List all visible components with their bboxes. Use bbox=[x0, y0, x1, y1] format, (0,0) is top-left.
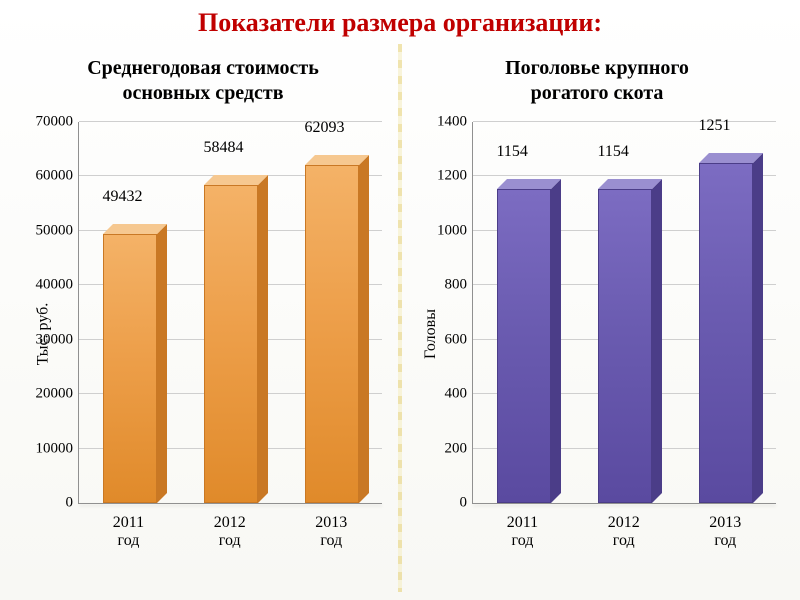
bar-side bbox=[258, 175, 268, 503]
bar-value-label: 62093 bbox=[305, 119, 345, 142]
bar-front bbox=[497, 189, 551, 503]
chart-right-xlabels: 2011год 2012год 2013год bbox=[472, 510, 776, 554]
bar-top bbox=[204, 175, 268, 185]
bar-value-label: 58484 bbox=[204, 139, 244, 162]
chart-left-plot: 0100002000030000400005000060000700004943… bbox=[78, 122, 382, 504]
bar-slot: 62093 bbox=[281, 122, 382, 503]
charts-row: Среднегодовая стоимость основных средств… bbox=[0, 44, 800, 592]
chart-left-title-l1: Среднегодовая стоимость bbox=[87, 57, 319, 79]
page-title: Показатели размера организации: bbox=[0, 0, 800, 44]
bar-value-label: 49432 bbox=[103, 188, 143, 211]
xtick-label: 2012год bbox=[608, 510, 640, 554]
bar-front bbox=[103, 234, 157, 503]
bar: 1154 bbox=[598, 189, 652, 503]
chart-right: Поголовье крупного рогатого скота Головы… bbox=[412, 44, 782, 592]
bar-slot: 1154 bbox=[574, 122, 675, 503]
xtick-label: 2013год bbox=[709, 510, 741, 554]
ytick-label: 1000 bbox=[437, 222, 473, 239]
ytick-label: 40000 bbox=[36, 277, 80, 294]
bar-side bbox=[359, 155, 369, 503]
ytick-label: 50000 bbox=[36, 222, 80, 239]
bar-value-label: 1251 bbox=[699, 117, 731, 140]
chart-left: Среднегодовая стоимость основных средств… bbox=[18, 44, 388, 592]
ytick-label: 60000 bbox=[36, 168, 80, 185]
ytick-label: 0 bbox=[66, 495, 80, 512]
bar: 49432 bbox=[103, 234, 157, 503]
chart-left-title: Среднегодовая стоимость основных средств bbox=[18, 44, 388, 114]
ytick-label: 800 bbox=[445, 277, 474, 294]
bar-top bbox=[699, 153, 763, 163]
bar-value-label: 1154 bbox=[497, 143, 528, 166]
ytick-label: 30000 bbox=[36, 331, 80, 348]
ytick-label: 400 bbox=[445, 386, 474, 403]
bar-side bbox=[551, 179, 561, 503]
ytick-label: 600 bbox=[445, 331, 474, 348]
bar: 58484 bbox=[204, 185, 258, 503]
ytick-label: 0 bbox=[460, 495, 474, 512]
bar-top bbox=[103, 224, 167, 234]
bar-front bbox=[598, 189, 652, 503]
ytick-label: 20000 bbox=[36, 386, 80, 403]
ytick-label: 1400 bbox=[437, 114, 473, 131]
chart-right-title-l1: Поголовье крупного bbox=[505, 57, 689, 79]
xtick-label: 2012год bbox=[214, 510, 246, 554]
bar-front bbox=[204, 185, 258, 503]
bar-front bbox=[305, 165, 359, 503]
bar-top bbox=[497, 179, 561, 189]
bars: 49432 58484 62093 bbox=[79, 122, 382, 503]
ytick-label: 200 bbox=[445, 440, 474, 457]
bar-side bbox=[652, 179, 662, 503]
panel-divider bbox=[398, 44, 402, 592]
chart-right-ylabel: Головы bbox=[422, 309, 440, 359]
xtick-label: 2011год bbox=[113, 510, 144, 554]
chart-left-plot-wrap: Тыс. руб. 010000200003000040000500006000… bbox=[18, 114, 388, 554]
bar-side bbox=[157, 224, 167, 503]
bar-slot: 1154 bbox=[473, 122, 574, 503]
bar: 1154 bbox=[497, 189, 551, 503]
chart-left-title-l2: основных средств bbox=[122, 82, 283, 104]
plot-area: 0200400600800100012001400115411541251 bbox=[472, 122, 776, 504]
xtick-label: 2013год bbox=[315, 510, 347, 554]
bar-slot: 58484 bbox=[180, 122, 281, 503]
chart-right-plot-wrap: Головы 020040060080010001200140011541154… bbox=[412, 114, 782, 554]
chart-right-title: Поголовье крупного рогатого скота bbox=[412, 44, 782, 114]
xtick-label: 2011год bbox=[507, 510, 538, 554]
chart-left-xlabels: 2011год 2012год 2013год bbox=[78, 510, 382, 554]
bar-slot: 49432 bbox=[79, 122, 180, 503]
ytick-label: 10000 bbox=[36, 440, 80, 457]
ytick-label: 70000 bbox=[36, 114, 80, 131]
bar: 1251 bbox=[699, 163, 753, 503]
chart-right-plot: 0200400600800100012001400115411541251 bbox=[472, 122, 776, 504]
ytick-label: 1200 bbox=[437, 168, 473, 185]
chart-right-title-l2: рогатого скота bbox=[531, 82, 664, 104]
bar-top bbox=[598, 179, 662, 189]
bar-front bbox=[699, 163, 753, 503]
bar-side bbox=[753, 153, 763, 503]
bar-top bbox=[305, 155, 369, 165]
bars: 1154 1154 1251 bbox=[473, 122, 776, 503]
bar-slot: 1251 bbox=[675, 122, 776, 503]
bar-value-label: 1154 bbox=[598, 143, 629, 166]
bar: 62093 bbox=[305, 165, 359, 503]
plot-area: 0100002000030000400005000060000700004943… bbox=[78, 122, 382, 504]
